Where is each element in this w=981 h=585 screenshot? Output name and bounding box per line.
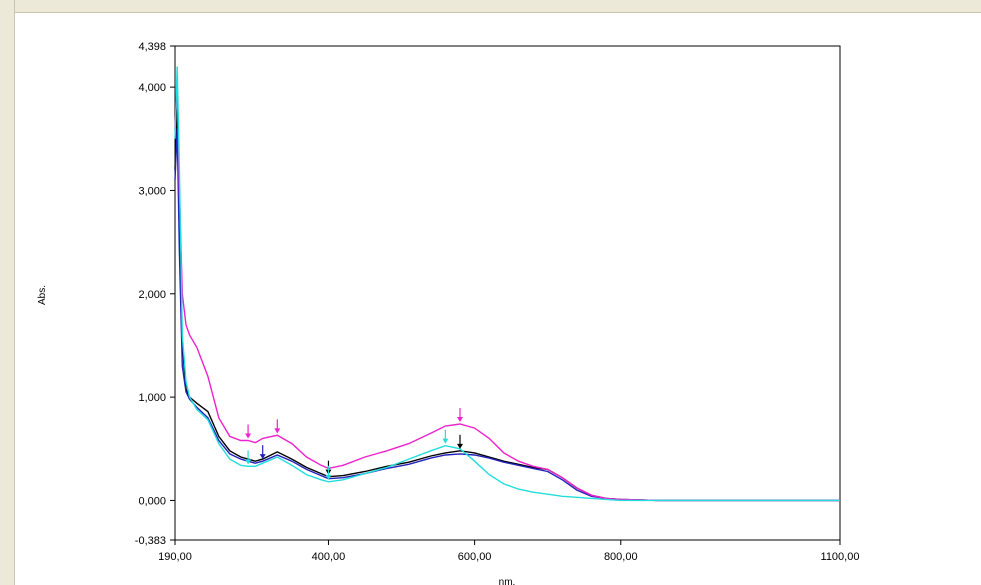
y-tick-label: 1,000	[138, 392, 166, 404]
y-tick-label: 0,000	[138, 495, 166, 507]
peak-arrow	[259, 454, 266, 460]
x-tick-label: 1100,00	[821, 551, 860, 563]
y-axis-title: Abs.	[37, 285, 48, 305]
peak-arrow	[245, 459, 252, 465]
absorbance-spectrum-chart: 4,398 4,000 3,000 2,000 1,000 0,000 -0,383 190…	[37, 41, 859, 585]
chart-panel: 4,398 4,000 3,000 2,000 1,000 0,000 -0,383 190…	[15, 13, 981, 585]
window-left-border	[0, 0, 15, 585]
x-axis-title: nm.	[499, 577, 516, 585]
y-tick-label: 3,000	[138, 185, 166, 197]
x-tick-label: 600,00	[458, 551, 492, 563]
y-tick-label: 2,000	[138, 289, 166, 301]
x-axis: 190,00 400,00 600,00 800,00 1100,00	[158, 540, 859, 563]
y-axis: 4,398 4,000 3,000 2,000 1,000 0,000 -0,383	[135, 41, 175, 547]
window-top-border	[0, 0, 981, 13]
series-line-4	[174, 66, 840, 502]
y-tick-label: 4,398	[138, 41, 166, 53]
y-tick-label: 4,000	[138, 82, 166, 94]
peak-markers	[245, 407, 463, 480]
peak-arrow	[457, 416, 463, 422]
x-tick-label: 400,00	[312, 551, 346, 563]
plot-area	[174, 45, 841, 541]
series-line-3	[174, 87, 840, 502]
series-line-2	[174, 128, 840, 502]
peak-arrow	[274, 428, 281, 434]
peak-arrow	[325, 474, 332, 480]
peak-arrow	[442, 438, 449, 444]
x-tick-label: 190,00	[158, 551, 192, 563]
x-tick-label: 800,00	[604, 551, 638, 563]
y-tick-label: -0,383	[135, 535, 166, 547]
peak-arrow	[457, 443, 463, 449]
series-layer	[174, 66, 840, 502]
peak-arrow	[245, 433, 252, 439]
